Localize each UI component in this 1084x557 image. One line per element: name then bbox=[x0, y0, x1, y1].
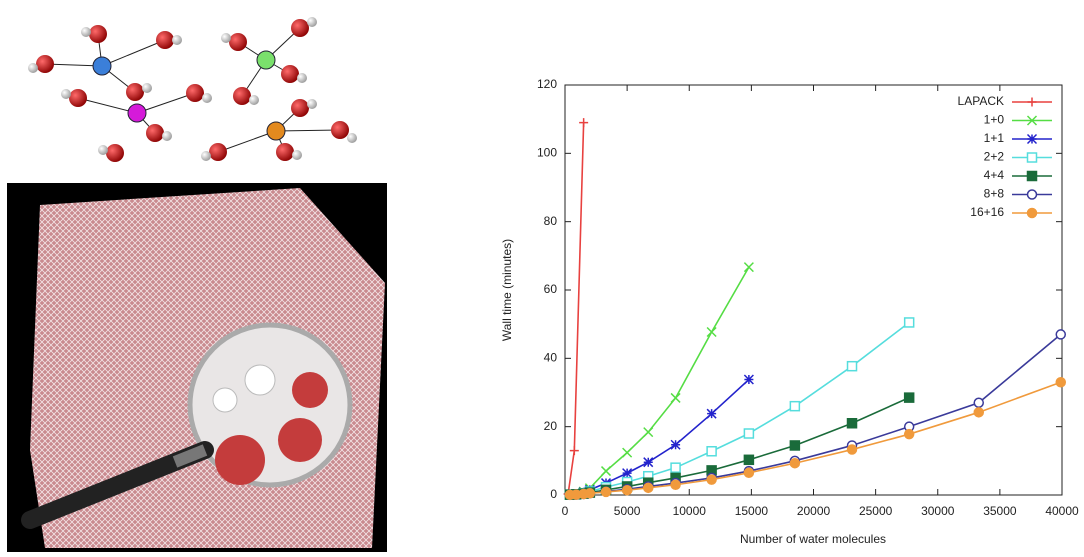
y-tick-label: 20 bbox=[544, 419, 558, 433]
x-tick-label: 0 bbox=[562, 504, 569, 518]
marker bbox=[706, 446, 717, 457]
marker bbox=[789, 400, 801, 412]
marker bbox=[706, 326, 717, 338]
marker bbox=[670, 479, 681, 490]
series-line bbox=[567, 122, 585, 495]
legend-label: 16+16 bbox=[970, 205, 1004, 219]
x-tick-label: 20000 bbox=[797, 504, 831, 518]
marker bbox=[846, 418, 858, 429]
y-tick-label: 40 bbox=[544, 351, 558, 365]
marker bbox=[569, 446, 579, 456]
marker bbox=[706, 474, 717, 485]
marker bbox=[1055, 377, 1067, 388]
marker bbox=[643, 457, 654, 468]
x-tick-label: 40000 bbox=[1045, 504, 1079, 518]
marker bbox=[903, 317, 915, 328]
x-tick-label: 30000 bbox=[921, 504, 955, 518]
x-tick-label: 10000 bbox=[673, 504, 707, 518]
legend-marker bbox=[1026, 133, 1038, 145]
legend-marker bbox=[1027, 97, 1037, 107]
marker bbox=[579, 118, 589, 128]
y-tick-label: 80 bbox=[544, 214, 558, 228]
marker bbox=[973, 397, 985, 408]
legend-marker bbox=[1026, 207, 1038, 219]
x-tick-label: 35000 bbox=[983, 504, 1017, 518]
legend-marker bbox=[1026, 115, 1038, 126]
marker bbox=[846, 444, 858, 455]
legend-label: 2+2 bbox=[984, 150, 1005, 164]
legend-marker bbox=[1026, 189, 1038, 200]
x-tick-label: 15000 bbox=[735, 504, 769, 518]
marker bbox=[584, 488, 596, 499]
legend-marker bbox=[1026, 152, 1038, 163]
marker bbox=[622, 447, 633, 458]
marker bbox=[743, 467, 755, 479]
y-tick-label: 0 bbox=[550, 487, 557, 501]
plot-frame bbox=[564, 84, 1063, 496]
y-tick-label: 100 bbox=[537, 146, 557, 160]
legend-label: 8+8 bbox=[984, 187, 1005, 201]
x-axis-title: Number of water molecules bbox=[740, 532, 886, 546]
y-tick-label: 120 bbox=[537, 77, 557, 91]
molecule-illustration bbox=[28, 17, 357, 162]
chart: Number of water molecules Wall time (min… bbox=[500, 77, 1079, 546]
legend-label: LAPACK bbox=[958, 94, 1004, 108]
water-box-illustration bbox=[7, 183, 387, 552]
marker bbox=[670, 439, 681, 450]
marker bbox=[706, 408, 717, 419]
marker bbox=[670, 462, 681, 473]
series-line bbox=[569, 333, 1062, 496]
marker bbox=[600, 486, 612, 498]
marker bbox=[1055, 329, 1067, 340]
marker bbox=[789, 457, 801, 469]
marker bbox=[973, 407, 985, 418]
marker bbox=[743, 454, 755, 466]
x-tick-label: 25000 bbox=[859, 504, 893, 518]
marker bbox=[846, 360, 858, 372]
marker bbox=[600, 466, 612, 477]
y-axis-title: Wall time (minutes) bbox=[500, 239, 514, 341]
marker bbox=[670, 392, 681, 403]
series-line bbox=[569, 321, 910, 496]
marker bbox=[642, 482, 654, 494]
marker bbox=[621, 484, 633, 496]
marker bbox=[903, 392, 915, 403]
y-tick-label: 60 bbox=[544, 282, 558, 296]
marker bbox=[643, 427, 654, 438]
series-line bbox=[569, 266, 750, 496]
x-tick-label: 5000 bbox=[614, 504, 641, 518]
legend-label: 1+0 bbox=[984, 113, 1005, 127]
legend-label: 1+1 bbox=[984, 131, 1005, 145]
marker bbox=[622, 468, 633, 479]
marker bbox=[789, 440, 801, 451]
marker bbox=[743, 262, 754, 273]
marker bbox=[743, 374, 754, 385]
legend-marker bbox=[1026, 170, 1038, 182]
marker bbox=[903, 428, 915, 440]
series-line bbox=[569, 396, 910, 496]
legend-label: 4+4 bbox=[984, 168, 1005, 182]
marker bbox=[743, 428, 755, 439]
